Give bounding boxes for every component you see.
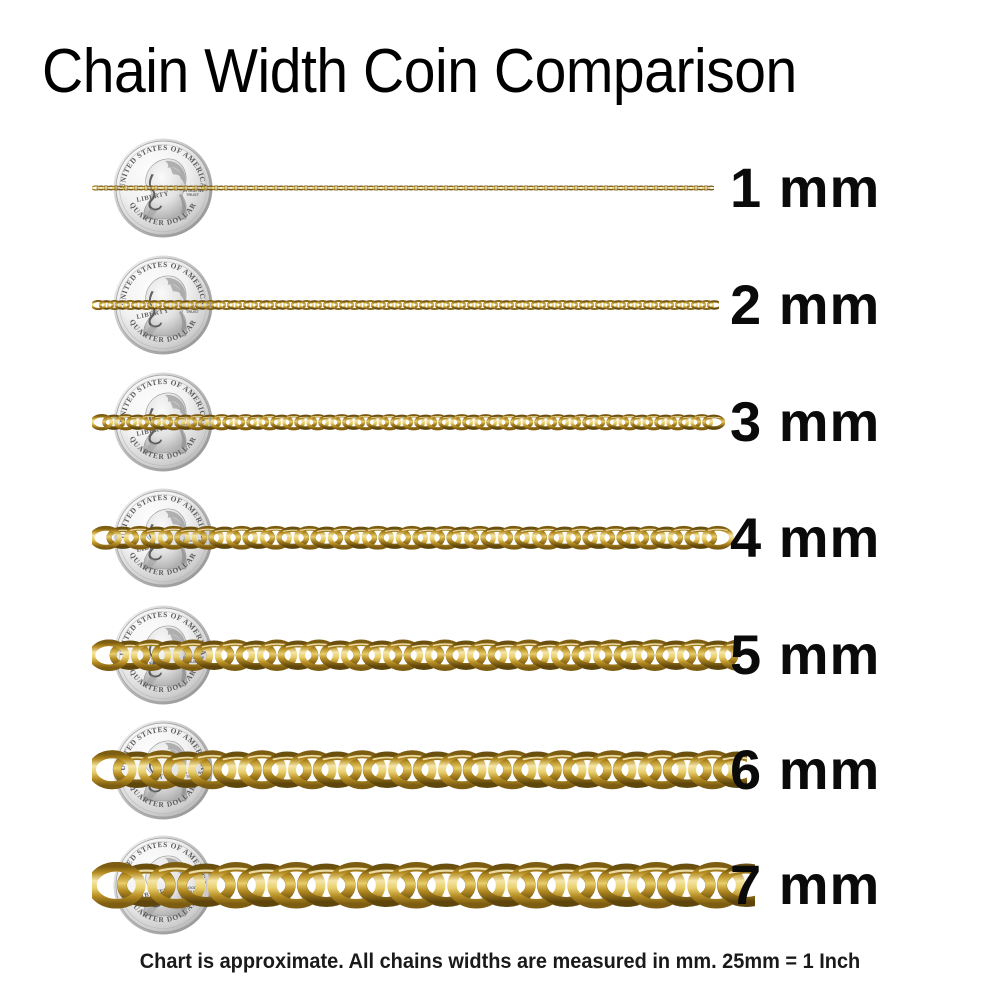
chain-width-label-7mm: 7 mm <box>730 853 881 916</box>
chain-row: UNITED STATES OF AMERICA QUARTER DOLLAR … <box>0 138 1000 254</box>
quarter-coin-graphic: UNITED STATES OF AMERICA QUARTER DOLLAR … <box>113 372 213 472</box>
quarter-coin: UNITED STATES OF AMERICA QUARTER DOLLAR … <box>113 372 213 472</box>
quarter-coin: UNITED STATES OF AMERICA QUARTER DOLLAR … <box>113 720 213 820</box>
footnote-text: Chart is approximate. All chains widths … <box>139 950 861 973</box>
quarter-coin: UNITED STATES OF AMERICA QUARTER DOLLAR … <box>113 605 213 705</box>
chain-row: UNITED STATES OF AMERICA QUARTER DOLLAR … <box>0 720 1000 836</box>
quarter-coin-graphic: UNITED STATES OF AMERICA QUARTER DOLLAR … <box>113 835 213 935</box>
chain-width-label-2mm: 2 mm <box>730 273 881 336</box>
svg-text:TRUST: TRUST <box>186 659 200 664</box>
chain-width-label-5mm: 5 mm <box>730 623 881 686</box>
quarter-coin-graphic: UNITED STATES OF AMERICA QUARTER DOLLAR … <box>113 605 213 705</box>
quarter-coin: UNITED STATES OF AMERICA QUARTER DOLLAR … <box>113 138 213 238</box>
svg-text:TRUST: TRUST <box>186 542 200 547</box>
chain-width-label-6mm: 6 mm <box>730 738 881 801</box>
svg-text:TRUST: TRUST <box>186 774 200 779</box>
chain-width-label-1mm: 1 mm <box>730 156 881 219</box>
quarter-coin: UNITED STATES OF AMERICA QUARTER DOLLAR … <box>113 835 213 935</box>
quarter-coin: UNITED STATES OF AMERICA QUARTER DOLLAR … <box>113 255 213 355</box>
svg-text:TRUST: TRUST <box>186 426 200 431</box>
svg-text:P: P <box>191 320 194 325</box>
chain-width-label-3mm: 3 mm <box>730 390 881 453</box>
svg-text:P: P <box>191 203 194 208</box>
chain-row: UNITED STATES OF AMERICA QUARTER DOLLAR … <box>0 488 1000 604</box>
svg-text:TRUST: TRUST <box>186 309 200 314</box>
quarter-coin-graphic: UNITED STATES OF AMERICA QUARTER DOLLAR … <box>113 255 213 355</box>
chain-row: UNITED STATES OF AMERICA QUARTER DOLLAR … <box>0 605 1000 721</box>
quarter-coin-graphic: UNITED STATES OF AMERICA QUARTER DOLLAR … <box>113 138 213 238</box>
chain-row: UNITED STATES OF AMERICA QUARTER DOLLAR … <box>0 372 1000 488</box>
quarter-coin-graphic: UNITED STATES OF AMERICA QUARTER DOLLAR … <box>113 720 213 820</box>
svg-text:TRUST: TRUST <box>186 192 200 197</box>
chain-width-label-4mm: 4 mm <box>730 506 881 569</box>
chain-row: UNITED STATES OF AMERICA QUARTER DOLLAR … <box>0 835 1000 951</box>
svg-text:TRUST: TRUST <box>186 889 200 894</box>
quarter-coin-graphic: UNITED STATES OF AMERICA QUARTER DOLLAR … <box>113 488 213 588</box>
svg-text:P: P <box>191 437 194 442</box>
svg-text:P: P <box>191 553 194 558</box>
quarter-coin: UNITED STATES OF AMERICA QUARTER DOLLAR … <box>113 488 213 588</box>
chain-row: UNITED STATES OF AMERICA QUARTER DOLLAR … <box>0 255 1000 371</box>
svg-text:P: P <box>191 670 194 675</box>
page-title: Chain Width Coin Comparison <box>42 37 797 106</box>
